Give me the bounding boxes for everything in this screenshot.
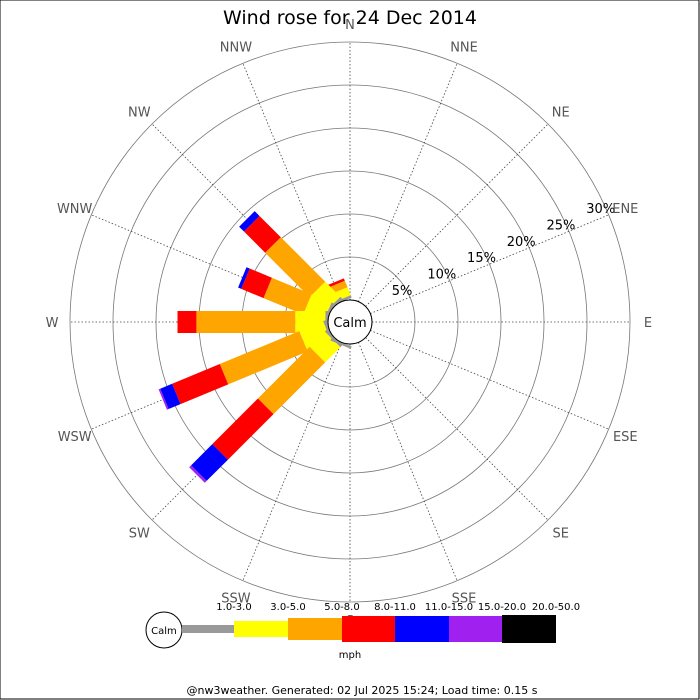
direction-label-sw: SW [129,527,150,542]
direction-label-ese: ESE [613,430,638,445]
direction-label-ne: NE [552,105,570,120]
direction-label-nne: NNE [450,41,478,56]
bar-wnw-11.0-15.0 [238,267,250,289]
direction-label-sse: SSE [452,591,477,606]
radial-tick-30: 30% [586,202,615,217]
calm-circle [327,299,373,345]
legend-label-15.0-20.0: 15.0-20.0 [478,602,526,613]
grid-ring-30 [69,41,631,603]
footer-credit: @nw3weather. Generated: 02 Jul 2025 15:2… [187,684,538,697]
legend-swatch-11.0-15.0 [395,616,449,642]
bar-sw-11.0-15.0 [191,444,228,481]
legend-swatch-3.0-5.0 [234,621,288,637]
legend-calm-label: Calm [151,626,177,637]
spoke-nnw [242,63,342,302]
legend-label-11.0-15.0: 11.0-15.0 [425,602,473,613]
direction-label-nw: NW [128,105,151,120]
legend-label-1.0-3.0: 1.0-3.0 [216,602,251,613]
bar-wsw-15.0-20.0 [158,388,169,410]
spoke-ssw [242,342,342,581]
bar-wsw-11.0-15.0 [160,383,181,409]
direction-label-se: SE [552,527,568,542]
spoke-ese [370,330,609,430]
direction-label-n: N [345,18,355,33]
bar-w-8.0-11.0 [177,311,197,333]
direction-label-w: W [46,316,59,331]
radial-tick-25: 25% [547,218,576,233]
bar-sw-15.0-20.0 [189,465,207,483]
direction-label-ene: ENE [612,202,638,217]
spoke-ne [365,123,549,307]
radial-tick-labels: 5% 10% 15% 20% 25% 30% [392,202,615,299]
spoke-nne [358,63,458,302]
legend-swatch-8.0-11.0 [342,616,395,642]
bar-wnw-5.0-8.0 [263,277,312,315]
direction-labels: NNNENEENEEESESESSESSSWSWWSWWWNWNWNNW [46,18,653,629]
bar-nw-8.0-11.0 [244,216,281,253]
direction-label-e: E [644,316,652,331]
calm-center: Calm [327,299,373,345]
polar-grid [69,41,631,603]
bar-sw-5.0-8.0 [257,346,326,415]
legend-label-20.0-50.0: 20.0-50.0 [532,602,580,613]
legend-swatch-20.0-50.0 [502,615,556,643]
direction-label-nnw: NNW [220,41,252,56]
bar-ssw-1.0-3.0 [330,338,352,349]
wind-bars [158,211,352,483]
legend-units: mph [339,650,361,661]
bar-wnw-8.0-11.0 [241,268,272,299]
chart-title: Wind rose for 24 Dec 2014 [223,7,477,29]
legend-swatch-15.0-20.0 [449,616,502,642]
speed-legend: Calm mph 1.0-3.0 3.0-5.0 5.0-8.0 8.0-11.0 11… [145,602,580,661]
legend-swatch-1.0-3.0 [182,625,234,633]
radial-tick-15: 15% [467,251,496,266]
bar-sw-3.0-5.0 [309,331,341,363]
direction-label-wsw: WSW [58,430,92,445]
calm-label: Calm [333,316,366,331]
legend-label-8.0-11.0: 8.0-11.0 [374,602,416,613]
legend-swatch-5.0-8.0 [288,618,342,640]
direction-label-wnw: WNW [57,202,93,217]
bar-sw-8.0-11.0 [212,398,274,460]
bar-nw-5.0-8.0 [265,237,326,298]
spoke-ene [370,214,609,314]
radial-tick-10: 10% [427,268,456,283]
direction-label-ssw: SSW [221,591,251,606]
bar-wsw-5.0-8.0 [219,331,308,385]
legend-label-5.0-8.0: 5.0-8.0 [324,602,359,613]
bar-nw-11.0-15.0 [239,211,260,232]
radial-tick-20: 20% [507,235,536,250]
radial-tick-5: 5% [392,284,413,299]
bar-w-5.0-8.0 [196,311,296,333]
spoke-sse [358,342,458,581]
spoke-se [365,337,549,521]
legend-label-3.0-5.0: 3.0-5.0 [270,602,305,613]
bar-wsw-8.0-11.0 [172,364,229,405]
